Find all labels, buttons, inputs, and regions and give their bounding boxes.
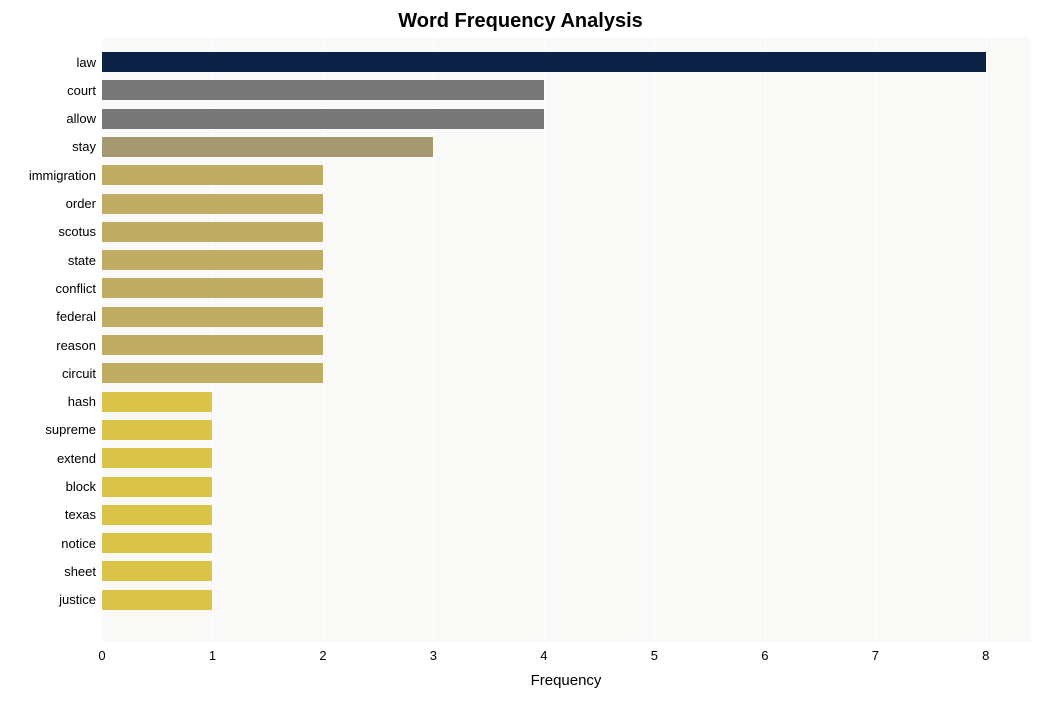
bar	[102, 420, 212, 440]
word-frequency-chart: Word Frequency Analysis 012345678lawcour…	[0, 0, 1041, 701]
bar	[102, 109, 544, 129]
bar-fill	[102, 137, 433, 157]
bar	[102, 307, 323, 327]
gridline	[986, 37, 987, 642]
bar-fill	[102, 109, 544, 129]
x-axis-label: Frequency	[102, 672, 1030, 689]
bar-fill	[102, 307, 323, 327]
y-label: justice	[59, 592, 96, 607]
bar-fill	[102, 335, 323, 355]
y-label: supreme	[45, 422, 96, 437]
x-tick: 8	[982, 648, 989, 663]
plot-area: 012345678lawcourtallowstayimmigrationord…	[102, 37, 1030, 642]
bar	[102, 250, 323, 270]
y-label: court	[67, 83, 96, 98]
bar	[102, 363, 323, 383]
bar-fill	[102, 165, 323, 185]
y-label: immigration	[29, 168, 96, 183]
bar	[102, 278, 323, 298]
y-label: law	[76, 55, 96, 70]
y-label: circuit	[62, 366, 96, 381]
y-label: texas	[65, 507, 96, 522]
y-label: conflict	[56, 281, 96, 296]
gridline	[765, 37, 766, 642]
bar-fill	[102, 561, 212, 581]
y-label: federal	[56, 309, 96, 324]
bar-fill	[102, 250, 323, 270]
bar-fill	[102, 194, 323, 214]
bar	[102, 80, 544, 100]
bar	[102, 137, 433, 157]
x-tick: 1	[209, 648, 216, 663]
bar	[102, 561, 212, 581]
bar-fill	[102, 505, 212, 525]
bar	[102, 590, 212, 610]
y-label: extend	[57, 451, 96, 466]
x-tick: 5	[651, 648, 658, 663]
bar	[102, 392, 212, 412]
bar	[102, 165, 323, 185]
bar	[102, 505, 212, 525]
x-tick: 4	[540, 648, 547, 663]
y-label: sheet	[64, 564, 96, 579]
y-label: hash	[68, 394, 96, 409]
bar-fill	[102, 420, 212, 440]
bar-fill	[102, 392, 212, 412]
y-label: allow	[66, 111, 96, 126]
x-tick: 2	[319, 648, 326, 663]
y-label: stay	[72, 139, 96, 154]
gridline	[544, 37, 545, 642]
bar	[102, 222, 323, 242]
bar-fill	[102, 80, 544, 100]
y-label: state	[68, 253, 96, 268]
y-label: reason	[56, 338, 96, 353]
bar	[102, 533, 212, 553]
bar	[102, 194, 323, 214]
y-label: scotus	[58, 224, 96, 239]
x-tick: 0	[98, 648, 105, 663]
gridline	[875, 37, 876, 642]
bar-fill	[102, 533, 212, 553]
bar-fill	[102, 52, 986, 72]
bar-fill	[102, 590, 212, 610]
x-tick: 3	[430, 648, 437, 663]
bar-fill	[102, 222, 323, 242]
bar-fill	[102, 278, 323, 298]
bar-fill	[102, 477, 212, 497]
bar	[102, 335, 323, 355]
gridline	[654, 37, 655, 642]
bar	[102, 52, 986, 72]
bar	[102, 448, 212, 468]
y-label: block	[66, 479, 96, 494]
bar-fill	[102, 363, 323, 383]
bar-fill	[102, 448, 212, 468]
y-label: notice	[61, 536, 96, 551]
y-label: order	[66, 196, 96, 211]
chart-title: Word Frequency Analysis	[0, 10, 1041, 33]
x-tick: 7	[872, 648, 879, 663]
x-tick: 6	[761, 648, 768, 663]
bar	[102, 477, 212, 497]
